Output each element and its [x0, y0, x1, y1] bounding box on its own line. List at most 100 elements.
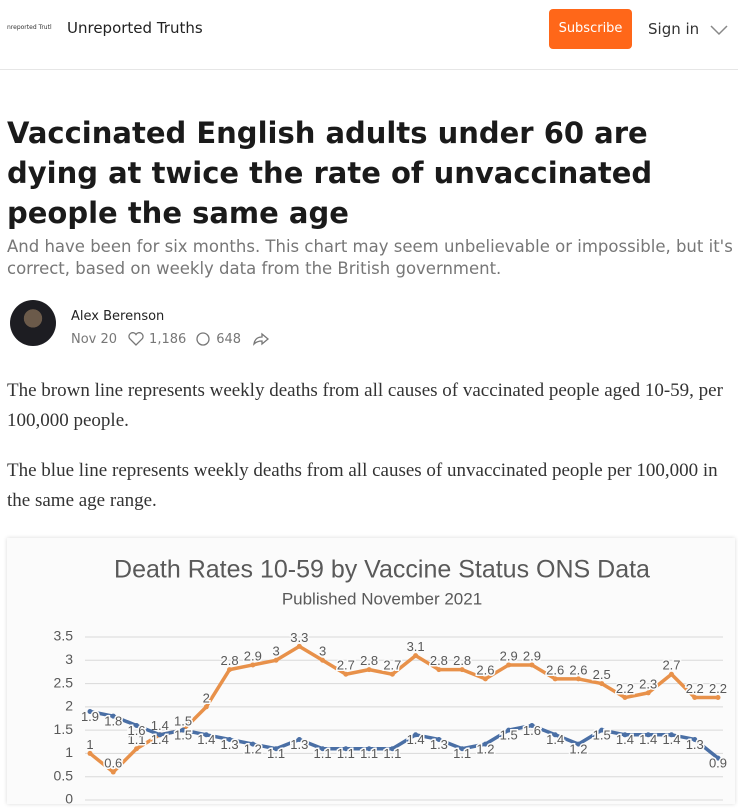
data-label: 2.9 [244, 648, 262, 663]
point-marker [389, 671, 395, 677]
point-marker [110, 713, 116, 719]
data-label: 1.3 [686, 737, 704, 752]
point-marker [227, 736, 233, 742]
point-marker [296, 643, 302, 649]
data-label: 1.2 [569, 742, 587, 757]
subscribe-button[interactable]: Subscribe [549, 9, 632, 49]
point-marker [413, 653, 419, 659]
data-label: 1.6 [127, 723, 145, 738]
data-label: 1.1 [453, 746, 471, 761]
sign-in[interactable]: Sign in [648, 20, 700, 38]
share-icon[interactable] [251, 331, 271, 347]
point-marker [273, 657, 279, 663]
y-tick-label: 1.5 [54, 721, 74, 737]
point-marker [203, 732, 209, 738]
point-marker [506, 662, 512, 668]
data-label: 1.3 [221, 737, 239, 752]
chart-image: Death Rates 10-59 by Vaccine Status ONS … [7, 538, 735, 807]
point-marker [180, 727, 186, 733]
data-label: 2.7 [662, 658, 680, 673]
data-label: 1.4 [616, 732, 634, 747]
data-label: 1.9 [81, 709, 99, 724]
data-label: 1.5 [500, 728, 518, 743]
point-marker [134, 722, 140, 728]
y-tick-label: 3.5 [54, 628, 74, 644]
point-marker [552, 732, 558, 738]
series-line [88, 644, 718, 774]
data-label: 0.6 [104, 755, 122, 770]
chart-title: Death Rates 10-59 by Vaccine Status ONS … [114, 556, 650, 584]
point-marker [482, 676, 488, 682]
data-label: 1.4 [639, 732, 657, 747]
point-marker [110, 769, 116, 775]
data-label: 1.5 [593, 728, 611, 743]
point-marker [389, 746, 395, 752]
point-marker [459, 667, 465, 673]
point-marker [343, 671, 349, 677]
point-marker [343, 746, 349, 752]
point-marker [87, 709, 93, 715]
point-marker [250, 741, 256, 747]
data-label: 3 [272, 644, 279, 659]
data-label: 1.1 [127, 732, 145, 747]
author-avatar[interactable] [10, 300, 56, 346]
point-marker [273, 746, 279, 752]
like-icon[interactable] [127, 331, 145, 347]
data-label: 2.2 [709, 681, 727, 696]
point-marker [529, 722, 535, 728]
data-label: 2.9 [500, 648, 518, 663]
author-name[interactable]: Alex Berenson [71, 309, 165, 324]
data-label: 1.4 [151, 732, 169, 747]
menu-chevron[interactable] [710, 24, 728, 36]
point-marker [622, 732, 628, 738]
paragraph: The blue line represents weekly deaths f… [7, 460, 718, 511]
chart: Death Rates 10-59 by Vaccine Status ONS … [54, 556, 729, 807]
data-label: 1.2 [476, 742, 494, 757]
point-marker [413, 732, 419, 738]
data-label: 1.4 [151, 718, 169, 733]
logo[interactable]: nreported Trutl [7, 24, 52, 31]
point-marker [87, 750, 93, 756]
point-marker [692, 736, 698, 742]
y-tick-label: 2 [65, 698, 73, 714]
data-label: 3.1 [407, 639, 425, 654]
point-marker [692, 695, 698, 701]
data-label: 2.7 [383, 658, 401, 673]
data-label: 1.3 [430, 737, 448, 752]
data-label: 2.6 [476, 662, 494, 677]
point-marker [529, 662, 535, 668]
comment-icon[interactable] [194, 331, 212, 347]
data-label: 2.2 [686, 681, 704, 696]
data-label: 2.3 [639, 676, 657, 691]
article-title: Vaccinated English adults under 60 are d… [7, 116, 653, 230]
y-tick-label: 0.5 [54, 767, 74, 783]
data-label: 2.2 [616, 681, 634, 696]
data-label: 1.1 [360, 746, 378, 761]
data-label: 2.8 [221, 653, 239, 668]
point-marker [459, 746, 465, 752]
y-tick-label: 2.5 [54, 674, 74, 690]
point-marker [482, 741, 488, 747]
data-label: 2.8 [360, 653, 378, 668]
point-marker [227, 667, 233, 673]
data-label: 1.1 [267, 746, 285, 761]
chart-subtitle: Published November 2021 [282, 589, 482, 608]
publication-name[interactable]: Unreported Truths [67, 19, 203, 37]
paragraph: The brown line represents weekly deaths … [7, 380, 723, 431]
header: nreported Trutl Unreported Truths Subscr… [0, 0, 738, 70]
data-label: 2.7 [337, 658, 355, 673]
data-label: 2.8 [430, 653, 448, 668]
data-label: 2.6 [569, 662, 587, 677]
data-label: 1.4 [197, 732, 215, 747]
y-tick-label: 3 [65, 651, 73, 667]
data-label: 3 [319, 644, 326, 659]
data-label: 2.5 [593, 667, 611, 682]
point-marker [668, 732, 674, 738]
point-marker [436, 667, 442, 673]
data-label: 1.1 [337, 746, 355, 761]
data-label: 1.3 [290, 737, 308, 752]
point-marker [157, 732, 163, 738]
point-marker [250, 662, 256, 668]
data-label: 1.5 [174, 728, 192, 743]
point-marker [134, 746, 140, 752]
